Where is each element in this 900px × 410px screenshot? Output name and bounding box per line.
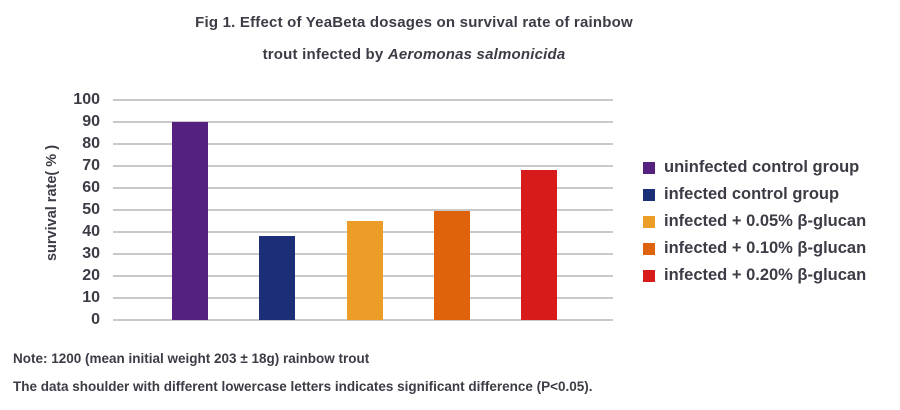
bar-2 bbox=[259, 236, 296, 320]
gridline bbox=[113, 165, 613, 167]
legend: uninfected control group infected control… bbox=[643, 154, 866, 289]
bar-5 bbox=[521, 170, 557, 320]
legend-item: infected + 0.20% β-glucan bbox=[643, 262, 866, 289]
gridline bbox=[113, 99, 613, 101]
legend-swatch bbox=[643, 161, 655, 174]
legend-label: uninfected control group bbox=[664, 158, 860, 176]
gridline bbox=[113, 209, 613, 211]
bar-row bbox=[113, 100, 613, 320]
legend-swatch bbox=[643, 242, 655, 255]
legend-item: infected + 0.05% β-glucan bbox=[643, 208, 866, 235]
y-tick-label: 100 bbox=[73, 91, 100, 108]
legend-label: infected control group bbox=[664, 185, 840, 203]
figure-title-line2-text: trout infected by bbox=[262, 46, 388, 63]
figure-notes: Note: 1200 (mean initial weight 203 ± 18… bbox=[13, 351, 593, 394]
y-tick-label: 70 bbox=[82, 157, 100, 174]
legend-swatch bbox=[643, 269, 655, 282]
y-tick-labels: 0 10 20 30 40 50 60 70 80 90 100 bbox=[0, 91, 100, 328]
legend-label: infected + 0.10% β-glucan bbox=[664, 239, 867, 257]
figure-title-line1: Fig 1. Effect of YeaBeta dosages on surv… bbox=[195, 14, 633, 31]
y-tick-label: 20 bbox=[82, 267, 100, 284]
y-tick-label: 60 bbox=[82, 179, 100, 196]
legend-swatch bbox=[643, 188, 655, 201]
plot-area bbox=[113, 99, 613, 321]
gridline bbox=[113, 187, 613, 189]
y-tick-label: 90 bbox=[82, 113, 100, 130]
figure-title-line2: trout infected by Aeromonas salmonicida bbox=[0, 45, 828, 64]
legend-label: infected + 0.05% β-glucan bbox=[664, 212, 867, 230]
legend-item: infected control group bbox=[643, 181, 866, 208]
legend-swatch bbox=[643, 215, 655, 228]
y-tick-label: 10 bbox=[82, 289, 100, 306]
legend-item: uninfected control group bbox=[643, 154, 866, 181]
note-line-2: The data shoulder with different lowerca… bbox=[13, 379, 593, 394]
bar-4 bbox=[433, 211, 470, 320]
legend-item: infected + 0.10% β-glucan bbox=[643, 235, 866, 262]
y-tick-label: 0 bbox=[91, 311, 100, 328]
note-line-1: Note: 1200 (mean initial weight 203 ± 18… bbox=[13, 351, 370, 366]
species-name: Aeromonas salmonicida bbox=[387, 46, 566, 63]
y-tick-label: 50 bbox=[82, 201, 100, 218]
y-tick-label: 40 bbox=[82, 223, 100, 240]
figure-title: Fig 1. Effect of YeaBeta dosages on surv… bbox=[0, 13, 828, 64]
gridline bbox=[113, 121, 613, 123]
bar-3 bbox=[346, 221, 383, 320]
y-tick-label: 80 bbox=[82, 135, 100, 152]
bar-1 bbox=[172, 122, 208, 320]
legend-label: infected + 0.20% β-glucan bbox=[664, 266, 867, 284]
gridline bbox=[113, 143, 613, 145]
y-tick-label: 30 bbox=[82, 245, 100, 262]
